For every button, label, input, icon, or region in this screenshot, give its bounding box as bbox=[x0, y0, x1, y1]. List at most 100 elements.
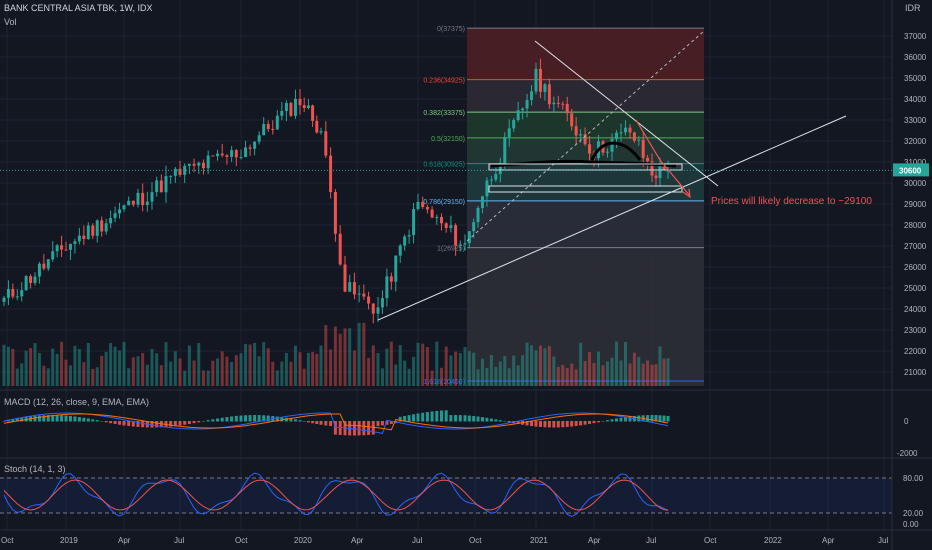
volume-bar bbox=[183, 370, 187, 386]
macd-histogram-bar bbox=[352, 421, 356, 436]
candle-body bbox=[68, 243, 72, 250]
macd-histogram-bar bbox=[315, 421, 319, 425]
macd-histogram-bar bbox=[306, 421, 310, 423]
macd-histogram-bar bbox=[476, 416, 480, 422]
volume-bar bbox=[122, 341, 126, 386]
candle-body bbox=[329, 155, 333, 193]
macd-histogram-bar bbox=[425, 412, 429, 422]
macd-title[interactable]: MACD (12, 26, close, 9, EMA, EMA) bbox=[4, 397, 150, 407]
candle-body bbox=[416, 201, 420, 210]
macd-histogram-bar bbox=[127, 421, 131, 427]
macd-histogram-bar bbox=[192, 421, 196, 424]
candle-body bbox=[398, 245, 402, 256]
time-tick: 2022 bbox=[764, 536, 782, 545]
macd-histogram-bar bbox=[440, 410, 443, 422]
volume-bar bbox=[521, 355, 525, 386]
trend-line-resistance[interactable] bbox=[534, 40, 719, 187]
volume-bar bbox=[187, 345, 191, 386]
volume-bar bbox=[343, 328, 347, 386]
volume-bar bbox=[512, 355, 516, 386]
candle-body bbox=[556, 102, 560, 104]
macd-histogram-bar bbox=[357, 421, 361, 436]
volume-bar bbox=[654, 364, 658, 386]
candle-body bbox=[385, 276, 389, 299]
volume-bar bbox=[262, 342, 266, 386]
volume-bar bbox=[498, 361, 502, 386]
macd-histogram-bar bbox=[257, 415, 261, 422]
candle-body bbox=[284, 103, 288, 112]
volume-bar bbox=[385, 348, 389, 386]
candle-body bbox=[628, 127, 632, 133]
macd-histogram-bar bbox=[543, 421, 547, 428]
macd-histogram-bar bbox=[319, 421, 323, 425]
candle-body bbox=[485, 180, 489, 197]
macd-histogram-bar bbox=[169, 421, 173, 427]
macd-histogram-bar bbox=[275, 416, 279, 422]
candle-body bbox=[271, 128, 275, 130]
candle-body bbox=[512, 119, 516, 129]
volume-bar bbox=[136, 356, 140, 386]
stoch-title[interactable]: Stoch (14, 1, 3) bbox=[4, 464, 66, 474]
macd-histogram-bar bbox=[658, 415, 662, 422]
macd-histogram-bar bbox=[187, 421, 191, 424]
volume-bar bbox=[458, 353, 462, 386]
volume-bar bbox=[650, 364, 654, 386]
volume-bar bbox=[380, 368, 384, 386]
volume-bar bbox=[463, 347, 467, 386]
volume-bar bbox=[389, 341, 393, 386]
macd-histogram-bar bbox=[376, 421, 380, 427]
macd-histogram-bar bbox=[11, 419, 15, 422]
macd-histogram-bar bbox=[556, 421, 560, 428]
fib-level-label: 0.236(34925) bbox=[423, 78, 465, 85]
volume-bar bbox=[159, 365, 163, 386]
volume-bar bbox=[543, 348, 547, 386]
volume-bar bbox=[100, 355, 104, 386]
volume-bar bbox=[315, 353, 319, 386]
volume-bar bbox=[637, 356, 641, 386]
candle-body bbox=[467, 231, 471, 244]
volume-bar bbox=[357, 322, 361, 386]
volume-bar bbox=[324, 325, 328, 386]
volume-bar bbox=[197, 342, 201, 386]
candle-body bbox=[503, 137, 507, 164]
candle-body bbox=[234, 150, 238, 158]
macd-histogram-bar bbox=[547, 421, 551, 428]
macd-histogram-bar bbox=[654, 415, 658, 422]
candle-body bbox=[55, 245, 59, 252]
macd-histogram-bar bbox=[289, 418, 293, 422]
candle-body bbox=[311, 105, 315, 121]
macd-histogram-bar bbox=[216, 418, 220, 422]
time-tick: Oct bbox=[469, 536, 482, 545]
candle-body bbox=[306, 105, 310, 109]
prediction-annotation[interactable]: Prices will likely decrease to ~29100 bbox=[711, 196, 872, 207]
price-tick: 25000 bbox=[904, 284, 927, 293]
time-tick: Apr bbox=[351, 536, 364, 545]
volume-bar bbox=[610, 357, 614, 386]
volume-bar bbox=[77, 348, 81, 386]
macd-histogram-bar bbox=[220, 417, 224, 422]
volume-bar bbox=[280, 361, 284, 386]
macd-histogram-bar bbox=[472, 415, 476, 422]
volume-bar bbox=[403, 360, 407, 386]
trend-line-support[interactable] bbox=[377, 115, 847, 321]
macd-histogram-bar bbox=[20, 417, 24, 422]
macd-histogram-bar bbox=[628, 416, 632, 422]
price-tick: 34000 bbox=[904, 95, 927, 104]
candle-body bbox=[24, 276, 28, 291]
price-tick: 23000 bbox=[904, 326, 927, 335]
volume-bar bbox=[658, 346, 662, 386]
symbol-title[interactable]: BANK CENTRAL ASIA TBK, 1W, IDX bbox=[4, 3, 153, 13]
macd-histogram-bar bbox=[329, 421, 333, 427]
macd-histogram-bar bbox=[615, 418, 618, 422]
candle-body bbox=[472, 222, 476, 232]
macd-histogram-bar bbox=[489, 418, 493, 422]
candle-body bbox=[619, 132, 623, 134]
candle-body bbox=[552, 102, 556, 105]
candle-body bbox=[561, 103, 565, 105]
volume-bar bbox=[33, 343, 37, 386]
volume-bar bbox=[225, 356, 229, 386]
volume-bar bbox=[271, 361, 275, 386]
volume-bar bbox=[534, 350, 538, 386]
macd-histogram-bar bbox=[298, 420, 302, 422]
fib-level-label: 1.618(20450) bbox=[423, 379, 465, 386]
